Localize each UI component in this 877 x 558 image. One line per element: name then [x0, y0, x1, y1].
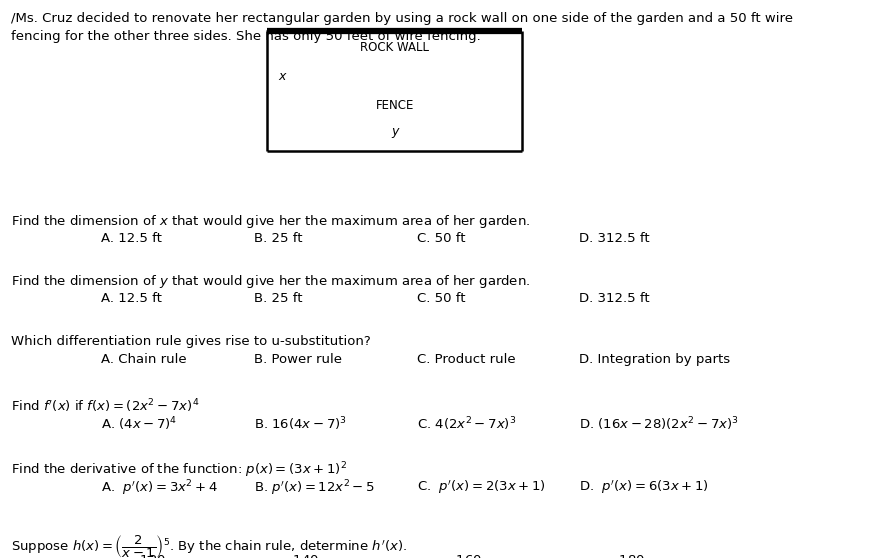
Text: ROCK WALL: ROCK WALL [360, 41, 429, 54]
Text: B. $p'(x) = 12x^2 - 5$: B. $p'(x) = 12x^2 - 5$ [254, 479, 375, 498]
Text: y: y [391, 125, 398, 138]
Text: A. Chain rule: A. Chain rule [101, 353, 187, 366]
Text: A. $(4x - 7)^4$: A. $(4x - 7)^4$ [101, 416, 177, 434]
Text: /Ms. Cruz decided to renovate her rectangular garden by using a rock wall on one: /Ms. Cruz decided to renovate her rectan… [11, 12, 793, 25]
Text: B. $16(4x - 7)^3$: B. $16(4x - 7)^3$ [254, 416, 347, 434]
Text: Find $f'(x)$ if $f(x) = (2x^2 - 7x)^4$: Find $f'(x)$ if $f(x) = (2x^2 - 7x)^4$ [11, 397, 199, 415]
Text: B. Power rule: B. Power rule [254, 353, 342, 366]
Text: C. Product rule: C. Product rule [417, 353, 515, 366]
Text: C. $4(2x^2 - 7x)^3$: C. $4(2x^2 - 7x)^3$ [417, 416, 516, 434]
Text: B.  $\dfrac{-140}{(x-1)^6}$: B. $\dfrac{-140}{(x-1)^6}$ [254, 554, 327, 558]
Text: C.  $\dfrac{-160}{(x-1)^6}$: C. $\dfrac{-160}{(x-1)^6}$ [417, 554, 489, 558]
Text: C. 50 ft: C. 50 ft [417, 292, 465, 305]
Text: B. 25 ft: B. 25 ft [254, 292, 303, 305]
Text: C. 50 ft: C. 50 ft [417, 232, 465, 244]
Text: Which differentiation rule gives rise to u-substitution?: Which differentiation rule gives rise to… [11, 335, 370, 348]
Text: C.  $p'(x) = 2(3x + 1)$: C. $p'(x) = 2(3x + 1)$ [417, 479, 545, 496]
Text: B. 25 ft: B. 25 ft [254, 232, 303, 244]
Text: A. 12.5 ft: A. 12.5 ft [101, 292, 161, 305]
Text: x: x [278, 70, 285, 83]
Text: Find the dimension of $y$ that would give her the maximum area of her garden.: Find the dimension of $y$ that would giv… [11, 273, 530, 290]
Text: Find the dimension of $x$ that would give her the maximum area of her garden.: Find the dimension of $x$ that would giv… [11, 213, 530, 230]
Text: Find the derivative of the function: $p(x) = (3x + 1)^2$: Find the derivative of the function: $p(… [11, 460, 346, 480]
Text: D. $(16x - 28)(2x^2 - 7x)^3$: D. $(16x - 28)(2x^2 - 7x)^3$ [579, 416, 738, 434]
Text: D.  $\dfrac{-180}{(x-1)^6}$: D. $\dfrac{-180}{(x-1)^6}$ [579, 554, 652, 558]
Text: FENCE: FENCE [375, 99, 414, 112]
Text: A. 12.5 ft: A. 12.5 ft [101, 232, 161, 244]
Text: D.  $p'(x) = 6(3x + 1)$: D. $p'(x) = 6(3x + 1)$ [579, 479, 709, 496]
Text: A.  $p'(x) = 3x^2 + 4$: A. $p'(x) = 3x^2 + 4$ [101, 479, 217, 498]
Text: D. Integration by parts: D. Integration by parts [579, 353, 730, 366]
Text: D. 312.5 ft: D. 312.5 ft [579, 292, 650, 305]
Text: D. 312.5 ft: D. 312.5 ft [579, 232, 650, 244]
Text: fencing for the other three sides. She has only 50 feet of wire fencing.: fencing for the other three sides. She h… [11, 30, 481, 43]
Text: A.  $\dfrac{-120}{(x-1)^6}$: A. $\dfrac{-120}{(x-1)^6}$ [101, 554, 174, 558]
Text: Suppose $h(x) = \left(\dfrac{2}{x-1}\right)^5$. By the chain rule, determine $h': Suppose $h(x) = \left(\dfrac{2}{x-1}\rig… [11, 533, 406, 558]
